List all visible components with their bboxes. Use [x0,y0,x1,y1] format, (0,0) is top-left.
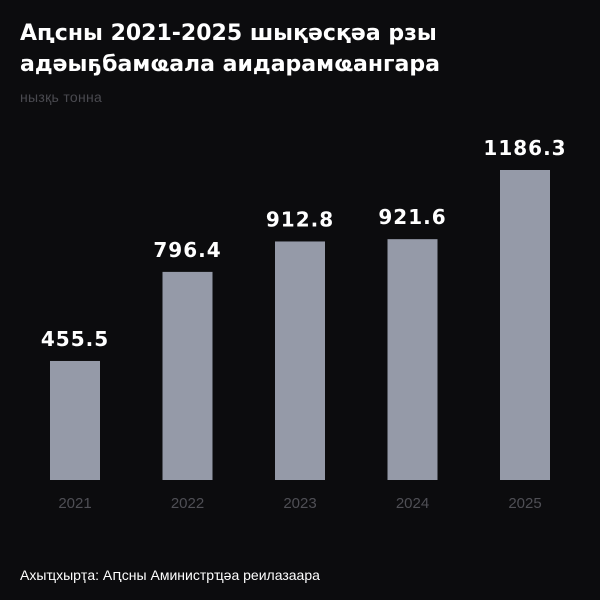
unit-label: нызқь тонна [20,89,103,105]
x-tick-label-2025: 2025 [508,495,541,512]
value-label-2021: 455.5 [41,327,109,351]
value-label-2022: 796.4 [153,238,221,262]
bar-2021 [50,360,100,480]
source-note: Ахыҵхырҭа: Аԥсны Аминистрҵәа реилазаара [20,567,320,583]
x-tick-label-2023: 2023 [283,495,316,512]
value-label-2024: 921.6 [378,205,446,229]
x-tick-label-2022: 2022 [171,495,204,512]
x-tick-label-2021: 2021 [58,495,91,512]
bar-2022 [162,271,213,480]
chart-title-line-2: адәыҕбамҩала аидарамҩангара [20,52,440,77]
chart-title: Аԥсны 2021-2025 шықәсқәа рзы адәыҕбамҩал… [20,18,580,80]
bar-2025 [500,170,550,480]
chart-title-line-1: Аԥсны 2021-2025 шықәсқәа рзы [20,21,437,46]
x-tick-label-2024: 2024 [396,495,429,512]
bar-2023 [275,241,325,480]
bar-2024 [387,239,438,480]
value-labels-layer: 455.5 796.4 912.8 921.6 1186.3 [41,136,566,351]
bars-layer [50,170,550,480]
x-tick-labels-layer: 2021 2022 2023 2024 2025 [58,495,541,512]
value-label-2023: 912.8 [266,207,334,231]
value-label-2025: 1186.3 [483,136,566,160]
